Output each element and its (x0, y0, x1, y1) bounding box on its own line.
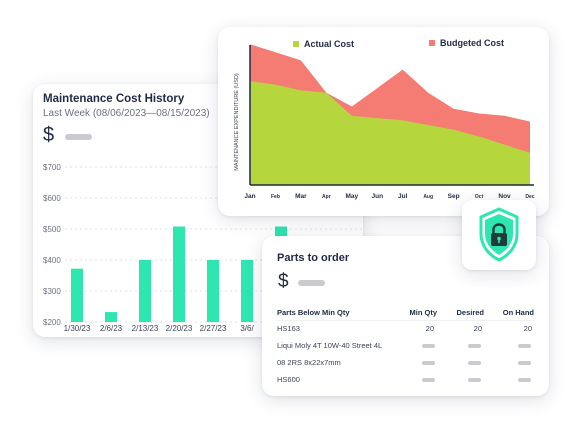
legend-label-actual: Actual Cost (304, 39, 354, 49)
table-divider (277, 320, 534, 321)
maintenance-cost-history-subtitle: Last Week (08/06/2023—08/15/2023) (43, 108, 210, 119)
part-name: HS163 (277, 324, 300, 333)
amount-placeholder (298, 280, 325, 286)
column-header-min-qty: Min Qty (409, 308, 438, 317)
legend-swatch-actual (293, 41, 299, 47)
y-tick-label: $200 (43, 318, 61, 327)
maintenance-bar-chart: $200 $300 $400 $500 $600 $700 1/30/23 2/6/23 2/1… (43, 163, 363, 333)
x-tick-label: 2/6/23 (100, 324, 123, 333)
on-hand-value: 20 (523, 324, 532, 333)
x-tick-label: Mar (295, 193, 307, 200)
x-tick-label: May (345, 193, 358, 200)
parts-to-order-title: Parts to order (277, 252, 350, 264)
min-qty-placeholder (422, 361, 435, 365)
actual-cost-area (250, 81, 530, 185)
on-hand-placeholder (518, 378, 531, 382)
on-hand-placeholder (518, 361, 531, 365)
bar (173, 226, 185, 322)
bar (105, 312, 117, 322)
bar (241, 260, 253, 322)
part-name: HS600 (277, 375, 300, 384)
y-tick-label: $700 (43, 163, 61, 172)
x-tick-label: Oct (475, 194, 484, 200)
x-tick-label: Apr (322, 194, 331, 200)
lock-shield-icon (479, 207, 519, 262)
x-tick-label: Sep (448, 193, 460, 200)
part-name: 08 2RS 8x22x7mm (277, 358, 341, 367)
part-name: Liqui Moly 4T 10W-40 Street 4L (277, 341, 383, 350)
y-tick-label: $600 (43, 194, 61, 203)
desired-placeholder (468, 378, 481, 382)
x-tick-label: Jul (398, 193, 408, 200)
min-qty-placeholder (422, 378, 435, 382)
bar (207, 260, 219, 322)
x-tick-label: 2/27/23 (200, 324, 227, 333)
y-tick-label: $300 (43, 287, 61, 296)
maintenance-expenditure-chart: MAINTENANCE EXPENDITURE (USD) Jan Feb Mar Ap… (234, 38, 535, 200)
y-tick-label: $400 (43, 256, 61, 265)
min-qty-value: 20 (425, 324, 434, 333)
maintenance-cost-history-title: Maintenance Cost History (43, 93, 185, 105)
y-tick-label: $500 (43, 225, 61, 234)
amount-placeholder (65, 134, 92, 140)
desired-placeholder (468, 361, 481, 365)
legend-label-budget: Budgeted Cost (440, 38, 504, 48)
x-tick-label: Nov (498, 193, 511, 200)
x-tick-label: 1/30/23 (64, 324, 91, 333)
x-tick-label: 2/13/23 (132, 324, 159, 333)
x-tick-label: Jun (371, 193, 383, 200)
bar (71, 268, 83, 322)
column-header-desired: Desired (456, 308, 484, 317)
on-hand-placeholder (518, 344, 531, 348)
x-tick-label: 3/6/ (240, 324, 254, 333)
legend-swatch-budget (429, 40, 435, 46)
x-tick-label: 2/20/23 (166, 324, 193, 333)
column-header-on-hand: On Hand (502, 308, 534, 317)
y-axis-label: MAINTENANCE EXPENDITURE (USD) (234, 73, 240, 171)
column-header-part: Parts Below Min Qty (277, 308, 350, 317)
min-qty-placeholder (422, 344, 435, 348)
x-tick-label: Feb (271, 194, 280, 200)
desired-value: 20 (473, 324, 482, 333)
x-tick-label: Dec (525, 194, 534, 200)
security-badge-card (462, 200, 536, 270)
currency-symbol: $ (278, 271, 289, 292)
currency-symbol: $ (43, 124, 55, 146)
maintenance-expenditure-card: MAINTENANCE EXPENDITURE (USD) Jan Feb Mar Ap… (218, 27, 549, 216)
bar (139, 260, 151, 322)
desired-placeholder (468, 344, 481, 348)
x-tick-label: Jan (244, 193, 255, 200)
x-tick-label: Aug (423, 194, 433, 200)
